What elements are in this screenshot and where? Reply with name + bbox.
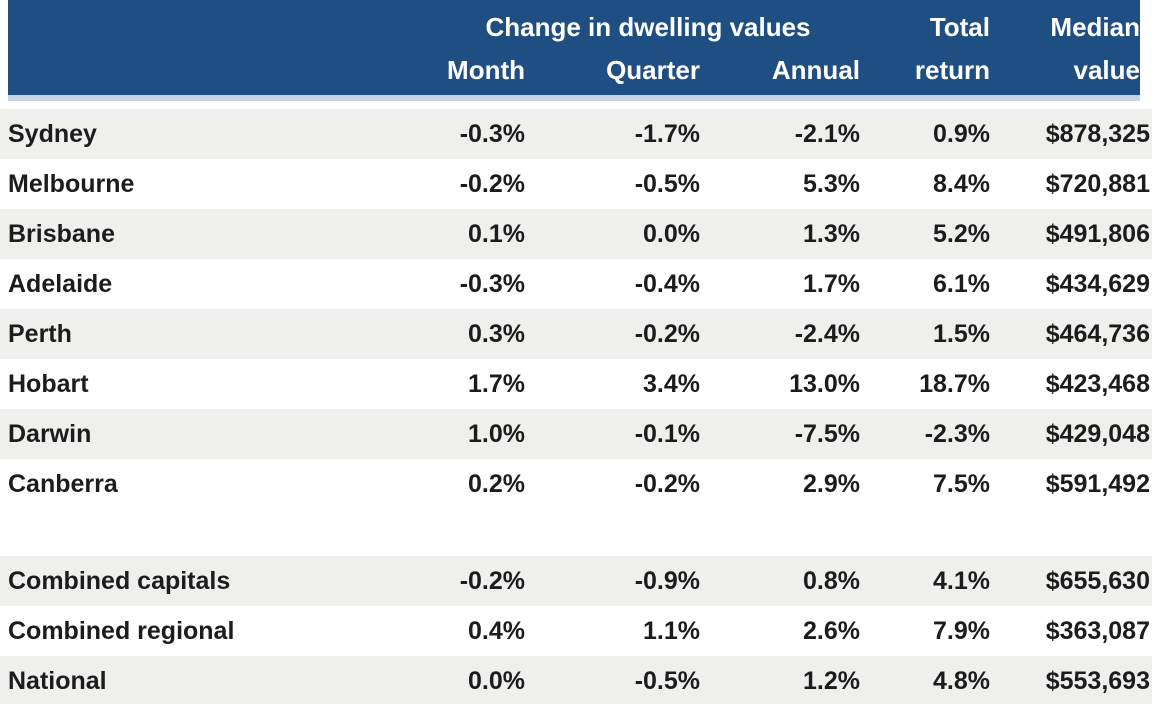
cell-total-return: 6.1% xyxy=(933,270,990,298)
table-row: National 0.0% -0.5% 1.2% 4.8% $553,693 xyxy=(0,656,1160,704)
row-label: Darwin xyxy=(8,420,92,448)
cell-median-value: $878,325 xyxy=(1045,120,1150,148)
cell-annual: -2.1% xyxy=(794,120,860,148)
cell-median-value: $434,629 xyxy=(1045,270,1150,298)
header-line-2: Month Quarter Annual return value xyxy=(8,50,1140,91)
cell-quarter: -0.1% xyxy=(634,420,700,448)
cell-annual: 1.2% xyxy=(803,667,860,695)
cell-month: -0.3% xyxy=(459,120,525,148)
cell-median-value: $464,736 xyxy=(1045,320,1150,348)
table-row: Sydney -0.3% -1.7% -2.1% 0.9% $878,325 xyxy=(0,109,1160,159)
cell-annual: -7.5% xyxy=(794,420,860,448)
cell-month: -0.2% xyxy=(459,170,525,198)
cell-month: 1.0% xyxy=(468,420,525,448)
spacer-row xyxy=(0,509,1160,556)
row-label: Hobart xyxy=(8,370,89,398)
cell-quarter: -0.5% xyxy=(634,170,700,198)
cell-median-value: $491,806 xyxy=(1045,220,1150,248)
col-header-median-line2: value xyxy=(1073,55,1141,85)
cell-annual: 0.8% xyxy=(803,567,860,595)
table-row: Hobart 1.7% 3.4% 13.0% 18.7% $423,468 xyxy=(0,359,1160,409)
col-header-month: Month xyxy=(447,55,525,85)
cell-annual: -2.4% xyxy=(794,320,860,348)
table-row: Brisbane 0.1% 0.0% 1.3% 5.2% $491,806 xyxy=(0,209,1160,259)
col-header-median-line1: Median xyxy=(1050,11,1140,42)
cell-total-return: 5.2% xyxy=(933,220,990,248)
col-header-quarter: Quarter xyxy=(606,55,700,85)
cell-median-value: $655,630 xyxy=(1045,567,1150,595)
row-label: Adelaide xyxy=(8,270,113,298)
col-header-total-line2: return xyxy=(914,55,990,85)
cell-total-return: 7.9% xyxy=(933,617,990,645)
cell-annual: 1.3% xyxy=(803,220,860,248)
row-label: National xyxy=(8,667,107,695)
row-label: Melbourne xyxy=(8,170,135,198)
cell-month: 0.0% xyxy=(468,667,525,695)
cell-annual: 2.6% xyxy=(803,617,860,645)
row-label: Sydney xyxy=(8,120,97,148)
table-row: Melbourne -0.2% -0.5% 5.3% 8.4% $720,881 xyxy=(0,159,1160,209)
cell-month: 0.4% xyxy=(468,617,525,645)
cell-total-return: -2.3% xyxy=(924,420,990,448)
row-label: Canberra xyxy=(8,470,118,498)
table-row: Perth 0.3% -0.2% -2.4% 1.5% $464,736 xyxy=(0,309,1160,359)
cell-quarter: -0.9% xyxy=(634,567,700,595)
cell-median-value: $429,048 xyxy=(1045,420,1150,448)
row-label: Brisbane xyxy=(8,220,115,248)
cell-median-value: $591,492 xyxy=(1045,470,1150,498)
cell-month: 0.3% xyxy=(468,320,525,348)
group-header-change-in-dwelling-values: Change in dwelling values xyxy=(485,11,811,42)
row-label: Combined capitals xyxy=(8,567,231,595)
summary-rows-section: Combined capitals -0.2% -0.9% 0.8% 4.1% $655,… xyxy=(0,556,1160,704)
cell-month: 1.7% xyxy=(468,370,525,398)
table-row: Combined regional 0.4% 1.1% 2.6% 7.9% $363,08… xyxy=(0,606,1160,656)
col-header-annual: Annual xyxy=(771,55,860,85)
cell-month: 0.2% xyxy=(468,470,525,498)
cell-quarter: 0.0% xyxy=(643,220,700,248)
cell-median-value: $423,468 xyxy=(1045,370,1150,398)
table-row: Canberra 0.2% -0.2% 2.9% 7.5% $591,492 xyxy=(0,459,1160,509)
col-header-total-line1: Total xyxy=(929,11,990,42)
cell-total-return: 1.5% xyxy=(933,320,990,348)
cell-median-value: $553,693 xyxy=(1045,667,1150,695)
cell-quarter: 3.4% xyxy=(643,370,700,398)
header-underline xyxy=(8,95,1140,101)
table-header: Change in dwelling values Total Median M… xyxy=(8,0,1140,95)
cell-quarter: -0.2% xyxy=(634,320,700,348)
header-gap xyxy=(0,101,1160,109)
cell-quarter: -1.7% xyxy=(634,120,700,148)
cell-annual: 13.0% xyxy=(789,370,860,398)
cell-quarter: -0.2% xyxy=(634,470,700,498)
table-row: Combined capitals -0.2% -0.9% 0.8% 4.1% $655,… xyxy=(0,556,1160,606)
table-row: Darwin 1.0% -0.1% -7.5% -2.3% $429,048 xyxy=(0,409,1160,459)
cell-total-return: 4.1% xyxy=(933,567,990,595)
cell-median-value: $720,881 xyxy=(1045,170,1150,198)
table-row: Adelaide -0.3% -0.4% 1.7% 6.1% $434,629 xyxy=(0,259,1160,309)
cell-annual: 5.3% xyxy=(803,170,860,198)
cell-total-return: 0.9% xyxy=(933,120,990,148)
cell-quarter: 1.1% xyxy=(643,617,700,645)
row-label: Perth xyxy=(8,320,72,348)
header-line-1: Change in dwelling values Total Median xyxy=(8,0,1140,50)
city-rows-section: Sydney -0.3% -1.7% -2.1% 0.9% $878,325 Melbour… xyxy=(0,109,1160,509)
cell-quarter: -0.5% xyxy=(634,667,700,695)
cell-annual: 1.7% xyxy=(803,270,860,298)
cell-annual: 2.9% xyxy=(803,470,860,498)
cell-quarter: -0.4% xyxy=(634,270,700,298)
cell-total-return: 4.8% xyxy=(933,667,990,695)
cell-total-return: 7.5% xyxy=(933,470,990,498)
cell-total-return: 8.4% xyxy=(933,170,990,198)
row-label: Combined regional xyxy=(8,617,235,645)
cell-month: 0.1% xyxy=(468,220,525,248)
cell-month: -0.2% xyxy=(459,567,525,595)
cell-month: -0.3% xyxy=(459,270,525,298)
cell-total-return: 18.7% xyxy=(919,370,990,398)
cell-median-value: $363,087 xyxy=(1045,617,1150,645)
